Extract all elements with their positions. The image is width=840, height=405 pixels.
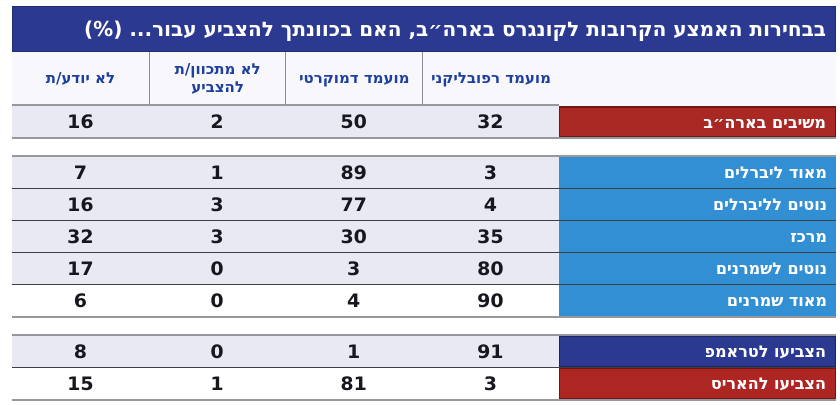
table-header: מועמד רפובליקני מועמד דמוקרטי לא מתכוון/… xyxy=(12,52,836,106)
value-cell-republican-candidate: 80 xyxy=(477,257,504,280)
title-bar: בבחירות האמצע הקרובות לקונגרס בארה״ב, הא… xyxy=(12,6,836,52)
table-row: נוטים לליברלים 4 77 3 16 xyxy=(12,189,836,221)
group-gap xyxy=(12,139,836,155)
column-header-republican-candidate: מועמד רפובליקני xyxy=(422,52,559,106)
value-cell-dont-know: 16 xyxy=(67,110,94,133)
row-label: משיבים בארה״ב xyxy=(558,106,836,137)
row-label: הצביעו לטראמפ xyxy=(558,336,836,367)
row-label: נוטים לשמרנים xyxy=(558,253,836,284)
table-row: מרכז 35 30 3 32 xyxy=(12,221,836,253)
table-row: מאוד שמרנים 90 4 0 6 xyxy=(12,285,836,316)
value-cell-dont-know: 8 xyxy=(73,340,87,363)
value-cell-democratic-candidate: 30 xyxy=(340,225,367,248)
row-label: הצביעו להאריס xyxy=(558,368,836,399)
row-label: מאוד שמרנים xyxy=(558,285,836,316)
value-cell-not-intending-to-vote: 0 xyxy=(210,340,224,363)
table-body: משיבים בארה״ב 32 50 2 16 מאוד ליברלים 3 89 1 7 נוט… xyxy=(12,106,836,401)
value-cell-not-intending-to-vote: 0 xyxy=(210,257,224,280)
value-cell-republican-candidate: 35 xyxy=(477,225,504,248)
table-row: מאוד ליברלים 3 89 1 7 xyxy=(12,157,836,189)
row-label: מרכז xyxy=(558,221,836,252)
value-cell-republican-candidate: 4 xyxy=(483,193,497,216)
row-group: משיבים בארה״ב 32 50 2 16 xyxy=(12,106,836,139)
value-cell-republican-candidate: 91 xyxy=(477,340,504,363)
value-cell-dont-know: 15 xyxy=(67,372,94,395)
row-group: הצביעו לטראמפ 91 1 0 8 הצביעו להאריס 3 81 1 15 xyxy=(12,334,836,401)
table-row: משיבים בארה״ב 32 50 2 16 xyxy=(12,106,836,137)
value-cell-dont-know: 6 xyxy=(73,289,87,312)
chart-title: בבחירות האמצע הקרובות לקונגרס בארה״ב, הא… xyxy=(84,17,826,41)
value-cell-not-intending-to-vote: 3 xyxy=(210,193,224,216)
value-cell-not-intending-to-vote: 1 xyxy=(210,161,224,184)
value-cell-republican-candidate: 32 xyxy=(477,110,504,133)
value-cell-dont-know: 17 xyxy=(67,257,94,280)
value-cell-democratic-candidate: 4 xyxy=(347,289,361,312)
value-cell-not-intending-to-vote: 1 xyxy=(210,372,224,395)
value-cell-dont-know: 16 xyxy=(67,193,94,216)
table-row: הצביעו לטראמפ 91 1 0 8 xyxy=(12,336,836,368)
value-cell-democratic-candidate: 1 xyxy=(347,340,361,363)
row-label: מאוד ליברלים xyxy=(558,157,836,188)
value-cell-dont-know: 7 xyxy=(73,161,87,184)
column-header-dont-know: לא יודע/ת xyxy=(12,52,149,106)
value-cell-democratic-candidate: 77 xyxy=(340,193,367,216)
header-label-spacer xyxy=(559,52,836,106)
column-header-democratic-candidate: מועמד דמוקרטי xyxy=(285,52,423,106)
table-row: הצביעו להאריס 3 81 1 15 xyxy=(12,368,836,399)
value-cell-dont-know: 32 xyxy=(67,225,94,248)
value-cell-democratic-candidate: 3 xyxy=(347,257,361,280)
value-cell-not-intending-to-vote: 2 xyxy=(210,110,224,133)
value-cell-not-intending-to-vote: 0 xyxy=(210,289,224,312)
value-cell-democratic-candidate: 89 xyxy=(340,161,367,184)
table-row: נוטים לשמרנים 80 3 0 17 xyxy=(12,253,836,285)
value-cell-democratic-candidate: 81 xyxy=(340,372,367,395)
group-gap xyxy=(12,318,836,334)
value-cell-republican-candidate: 3 xyxy=(483,161,497,184)
row-group: מאוד ליברלים 3 89 1 7 נוטים לליברלים 4 77 3 16 מרכ… xyxy=(12,155,836,318)
value-cell-republican-candidate: 90 xyxy=(477,289,504,312)
value-cell-not-intending-to-vote: 3 xyxy=(210,225,224,248)
value-cell-republican-candidate: 3 xyxy=(483,372,497,395)
row-label: נוטים לליברלים xyxy=(558,189,836,220)
value-cell-democratic-candidate: 50 xyxy=(340,110,367,133)
column-header-not-intending-to-vote: לא מתכוון/ת להצביע xyxy=(148,52,286,106)
survey-table-infographic: בבחירות האמצע הקרובות לקונגרס בארה״ב, הא… xyxy=(8,0,840,401)
